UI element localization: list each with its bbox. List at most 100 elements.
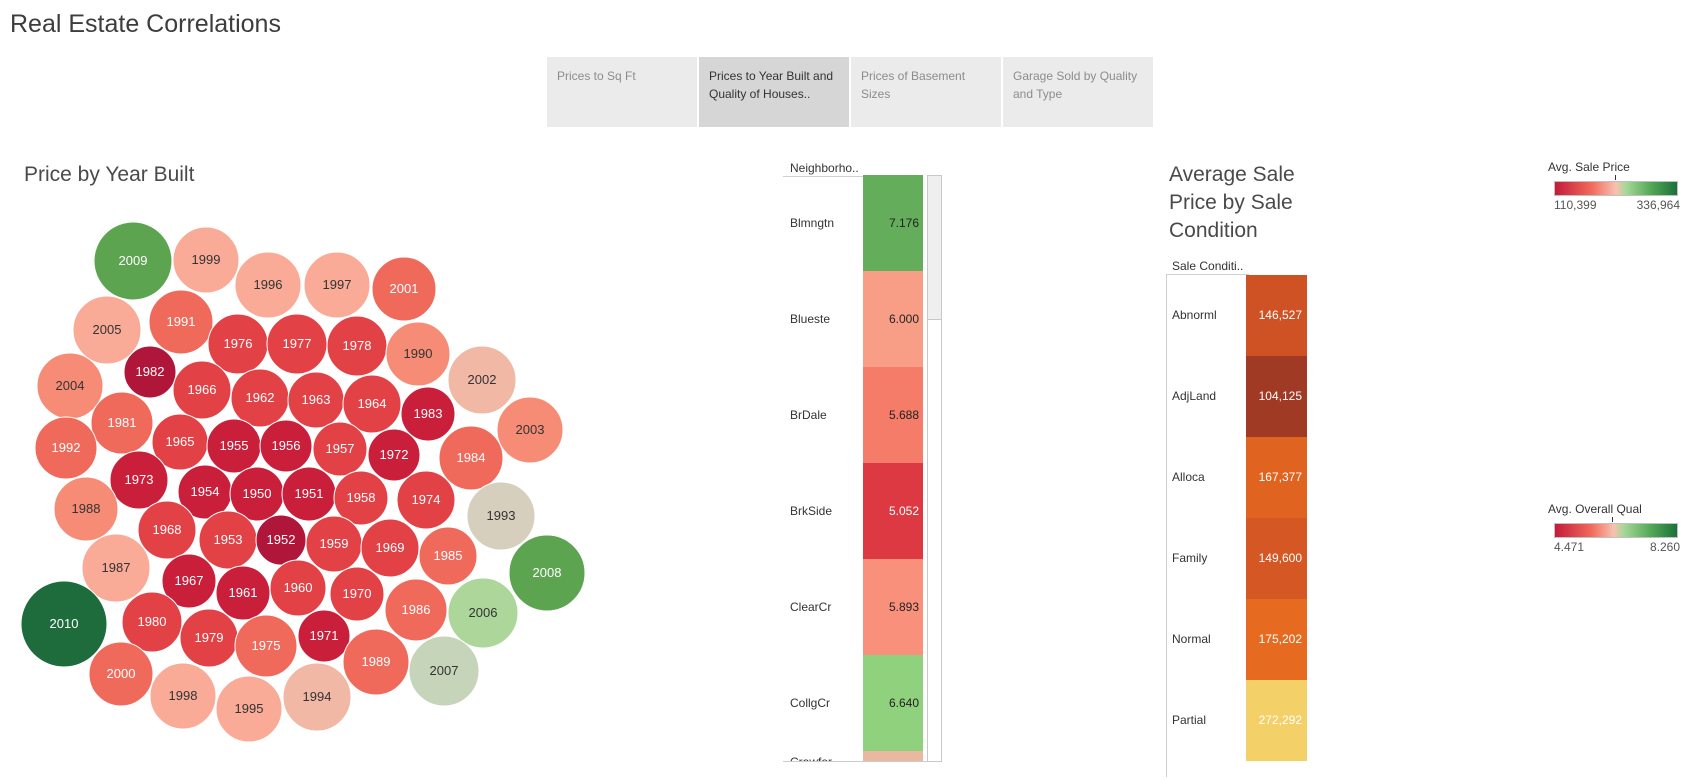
bubble-circle[interactable] xyxy=(447,345,517,415)
table-row[interactable]: BrkSide 5.052 xyxy=(783,463,929,559)
sale-condition-header[interactable]: Sale Conditi.. xyxy=(1166,258,1249,275)
table-row[interactable]: CollgCr 6.640 xyxy=(783,655,929,751)
bubble-1974[interactable]: 1974 xyxy=(396,470,456,530)
bubble-2009[interactable]: 2009 xyxy=(93,221,173,301)
bubble-1994[interactable]: 1994 xyxy=(282,662,352,732)
bubble-2007[interactable]: 2007 xyxy=(408,635,480,707)
bubble-circle[interactable] xyxy=(121,591,183,653)
bubble-circle[interactable] xyxy=(312,421,368,477)
table-row[interactable]: AdjLand 104,125 xyxy=(1166,356,1312,437)
bubble-circle[interactable] xyxy=(418,526,478,586)
bubble-circle[interactable] xyxy=(172,360,232,420)
bubble-circle[interactable] xyxy=(20,580,108,668)
bubble-circle[interactable] xyxy=(149,662,217,730)
bubble-circle[interactable] xyxy=(161,553,217,609)
bubble-1956[interactable]: 1956 xyxy=(259,419,313,473)
table-row[interactable]: Abnorml 146,527 xyxy=(1166,275,1312,356)
neighborhood-scrollbar[interactable] xyxy=(927,175,942,762)
bubble-1959[interactable]: 1959 xyxy=(305,515,363,573)
bubble-circle[interactable] xyxy=(234,251,302,319)
bubble-2008[interactable]: 2008 xyxy=(508,534,586,612)
bubble-circle[interactable] xyxy=(282,662,352,732)
bubble-circle[interactable] xyxy=(400,386,456,442)
bubble-1998[interactable]: 1998 xyxy=(149,662,217,730)
bubble-1989[interactable]: 1989 xyxy=(342,628,410,696)
table-row[interactable]: Family 149,600 xyxy=(1166,518,1312,599)
bubble-1987[interactable]: 1987 xyxy=(81,533,151,603)
bubble-2001[interactable]: 2001 xyxy=(371,256,437,322)
bubble-1995[interactable]: 1995 xyxy=(215,675,283,743)
neighborhood-header[interactable]: Neighborho.. xyxy=(783,160,865,177)
bubble-circle[interactable] xyxy=(90,391,154,455)
bubble-1971[interactable]: 1971 xyxy=(297,609,351,663)
bubble-1983[interactable]: 1983 xyxy=(400,386,456,442)
table-row[interactable]: Crawfor xyxy=(783,751,929,762)
bubble-1988[interactable]: 1988 xyxy=(53,476,119,542)
bubble-circle[interactable] xyxy=(137,500,197,560)
bubble-1985[interactable]: 1985 xyxy=(418,526,478,586)
bubble-circle[interactable] xyxy=(438,425,504,491)
overall-qual-legend[interactable]: Avg. Overall Qual 4.471 8.260 xyxy=(1548,502,1680,554)
bubble-circle[interactable] xyxy=(333,470,389,526)
bubble-1968[interactable]: 1968 xyxy=(137,500,197,560)
bubble-circle[interactable] xyxy=(123,345,177,399)
bubble-2000[interactable]: 2000 xyxy=(88,641,154,707)
bubble-circle[interactable] xyxy=(93,221,173,301)
sale-price-legend[interactable]: Avg. Sale Price 110,399 336,964 xyxy=(1548,160,1680,212)
table-row[interactable]: Blmngtn 7.176 xyxy=(783,175,929,271)
tab-prices-of-basement-sizes[interactable]: Prices of Basement Sizes xyxy=(851,57,1001,127)
bubble-1954[interactable]: 1954 xyxy=(177,464,233,520)
bubble-circle[interactable] xyxy=(342,374,402,434)
bubble-circle[interactable] xyxy=(172,226,240,294)
row-value[interactable]: 7.176 xyxy=(863,175,923,271)
tab-garage-sold[interactable]: Garage Sold by Quality and Type xyxy=(1003,57,1153,127)
bubble-circle[interactable] xyxy=(215,675,283,743)
bubble-1977[interactable]: 1977 xyxy=(266,313,328,375)
row-value[interactable] xyxy=(863,751,923,762)
bubble-circle[interactable] xyxy=(408,635,480,707)
bubble-circle[interactable] xyxy=(88,641,154,707)
bubble-circle[interactable] xyxy=(81,533,151,603)
bubble-1958[interactable]: 1958 xyxy=(333,470,389,526)
bubble-1990[interactable]: 1990 xyxy=(385,321,451,387)
row-value[interactable]: 6.640 xyxy=(863,655,923,751)
bubble-circle[interactable] xyxy=(234,614,298,678)
bubble-circle[interactable] xyxy=(496,396,564,464)
bubble-1955[interactable]: 1955 xyxy=(206,418,262,474)
table-row[interactable]: Blueste 6.000 xyxy=(783,271,929,367)
bubble-1982[interactable]: 1982 xyxy=(123,345,177,399)
tab-prices-to-year-built[interactable]: Prices to Year Built and Quality of Hous… xyxy=(699,57,849,127)
bubble-1975[interactable]: 1975 xyxy=(234,614,298,678)
bubble-1978[interactable]: 1978 xyxy=(326,315,388,377)
row-value[interactable]: 5.688 xyxy=(863,367,923,463)
scrollbar-thumb[interactable] xyxy=(928,176,941,320)
bubble-1981[interactable]: 1981 xyxy=(90,391,154,455)
row-value[interactable]: 6.000 xyxy=(863,271,923,367)
row-value[interactable]: 272,292 xyxy=(1246,680,1307,761)
bubble-circle[interactable] xyxy=(53,476,119,542)
bubble-1969[interactable]: 1969 xyxy=(360,518,420,578)
row-value[interactable]: 5.052 xyxy=(863,463,923,559)
bubble-2010[interactable]: 2010 xyxy=(20,580,108,668)
bubble-1999[interactable]: 1999 xyxy=(172,226,240,294)
bubble-circle[interactable] xyxy=(447,577,519,649)
bubble-circle[interactable] xyxy=(508,534,586,612)
row-value[interactable]: 104,125 xyxy=(1246,356,1307,437)
bubble-circle[interactable] xyxy=(342,628,410,696)
bubble-circle[interactable] xyxy=(148,289,214,355)
bubble-1957[interactable]: 1957 xyxy=(312,421,368,477)
bubble-1960[interactable]: 1960 xyxy=(269,559,327,617)
bubble-1986[interactable]: 1986 xyxy=(384,578,448,642)
bubble-1991[interactable]: 1991 xyxy=(148,289,214,355)
table-row[interactable]: Alloca 167,377 xyxy=(1166,437,1312,518)
tab-prices-to-sq-ft[interactable]: Prices to Sq Ft xyxy=(547,57,697,127)
table-row[interactable]: BrDale 5.688 xyxy=(783,367,929,463)
table-row[interactable]: Normal 175,202 xyxy=(1166,599,1312,680)
bubble-circle[interactable] xyxy=(384,578,448,642)
row-value[interactable]: 175,202 xyxy=(1246,599,1307,680)
bubble-1961[interactable]: 1961 xyxy=(215,565,271,621)
bubble-circle[interactable] xyxy=(109,450,169,510)
bubble-circle[interactable] xyxy=(396,470,456,530)
bubble-circle[interactable] xyxy=(385,321,451,387)
bubble-circle[interactable] xyxy=(303,251,371,319)
